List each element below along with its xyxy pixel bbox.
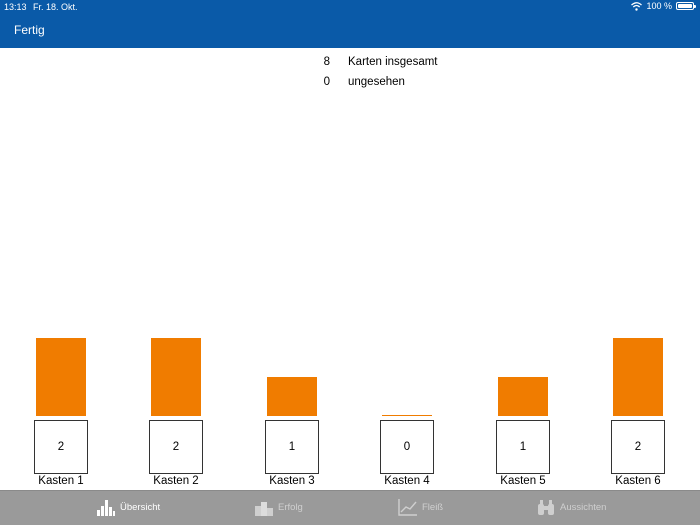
- done-button[interactable]: Fertig: [14, 23, 45, 37]
- status-time: 13:13: [4, 2, 27, 12]
- tab-bar: Übersicht Erfolg Fleiß Aussichten: [0, 490, 700, 525]
- top-bar: 13:13 Fr. 18. Okt. 100 % Fertig: [0, 0, 700, 48]
- stat-value: 0: [323, 76, 330, 88]
- stat-label: ungesehen: [348, 76, 405, 88]
- tab-overview[interactable]: Übersicht: [96, 498, 160, 516]
- chart-bar: [267, 377, 317, 416]
- wifi-icon: [631, 1, 643, 11]
- binoculars-icon: [538, 500, 554, 515]
- box-count[interactable]: 1: [496, 420, 550, 474]
- box-count[interactable]: 2: [149, 420, 203, 474]
- battery-percent: 100 %: [646, 1, 672, 11]
- chart-bar: [498, 377, 548, 416]
- chart-bar: [613, 338, 663, 416]
- tab-label: Fleiß: [422, 501, 444, 513]
- stat-label: Karten insgesamt: [348, 56, 438, 68]
- stat-total-cards: 8 Karten insgesamt: [0, 56, 700, 72]
- box-label: Kasten 1: [38, 475, 84, 487]
- tab-diligence[interactable]: Fleiß: [398, 498, 443, 516]
- battery-icon: [676, 2, 696, 10]
- tab-label: Übersicht: [120, 501, 161, 513]
- box-label: Kasten 3: [269, 475, 315, 487]
- tab-success[interactable]: Erfolg: [254, 498, 303, 516]
- status-date: Fr. 18. Okt.: [33, 2, 78, 12]
- box-count[interactable]: 1: [265, 420, 319, 474]
- chart-bar: [382, 414, 432, 416]
- box-label: Kasten 5: [500, 475, 546, 487]
- tab-label: Aussichten: [560, 501, 607, 513]
- stat-unseen-cards: 0 ungesehen: [0, 76, 700, 92]
- podium-icon: [255, 502, 273, 516]
- box-count[interactable]: 2: [611, 420, 665, 474]
- status-right: 100 %: [631, 1, 696, 11]
- box-label: Kasten 6: [615, 475, 661, 487]
- bar-chart-icon: [97, 500, 115, 516]
- box-count[interactable]: 2: [34, 420, 88, 474]
- chart-bar: [151, 338, 201, 416]
- box-label: Kasten 2: [153, 475, 199, 487]
- chart-bar: [36, 338, 86, 416]
- box-label: Kasten 4: [384, 475, 430, 487]
- tab-label: Erfolg: [278, 501, 303, 513]
- tab-outlook[interactable]: Aussichten: [536, 498, 606, 516]
- stat-value: 8: [323, 56, 330, 68]
- line-chart-icon: [398, 499, 417, 516]
- box-chart: 2 Kasten 1 2 Kasten 2 1 Kasten 3 0 Kasten 4 1 Kas…: [0, 330, 700, 490]
- box-count[interactable]: 0: [380, 420, 434, 474]
